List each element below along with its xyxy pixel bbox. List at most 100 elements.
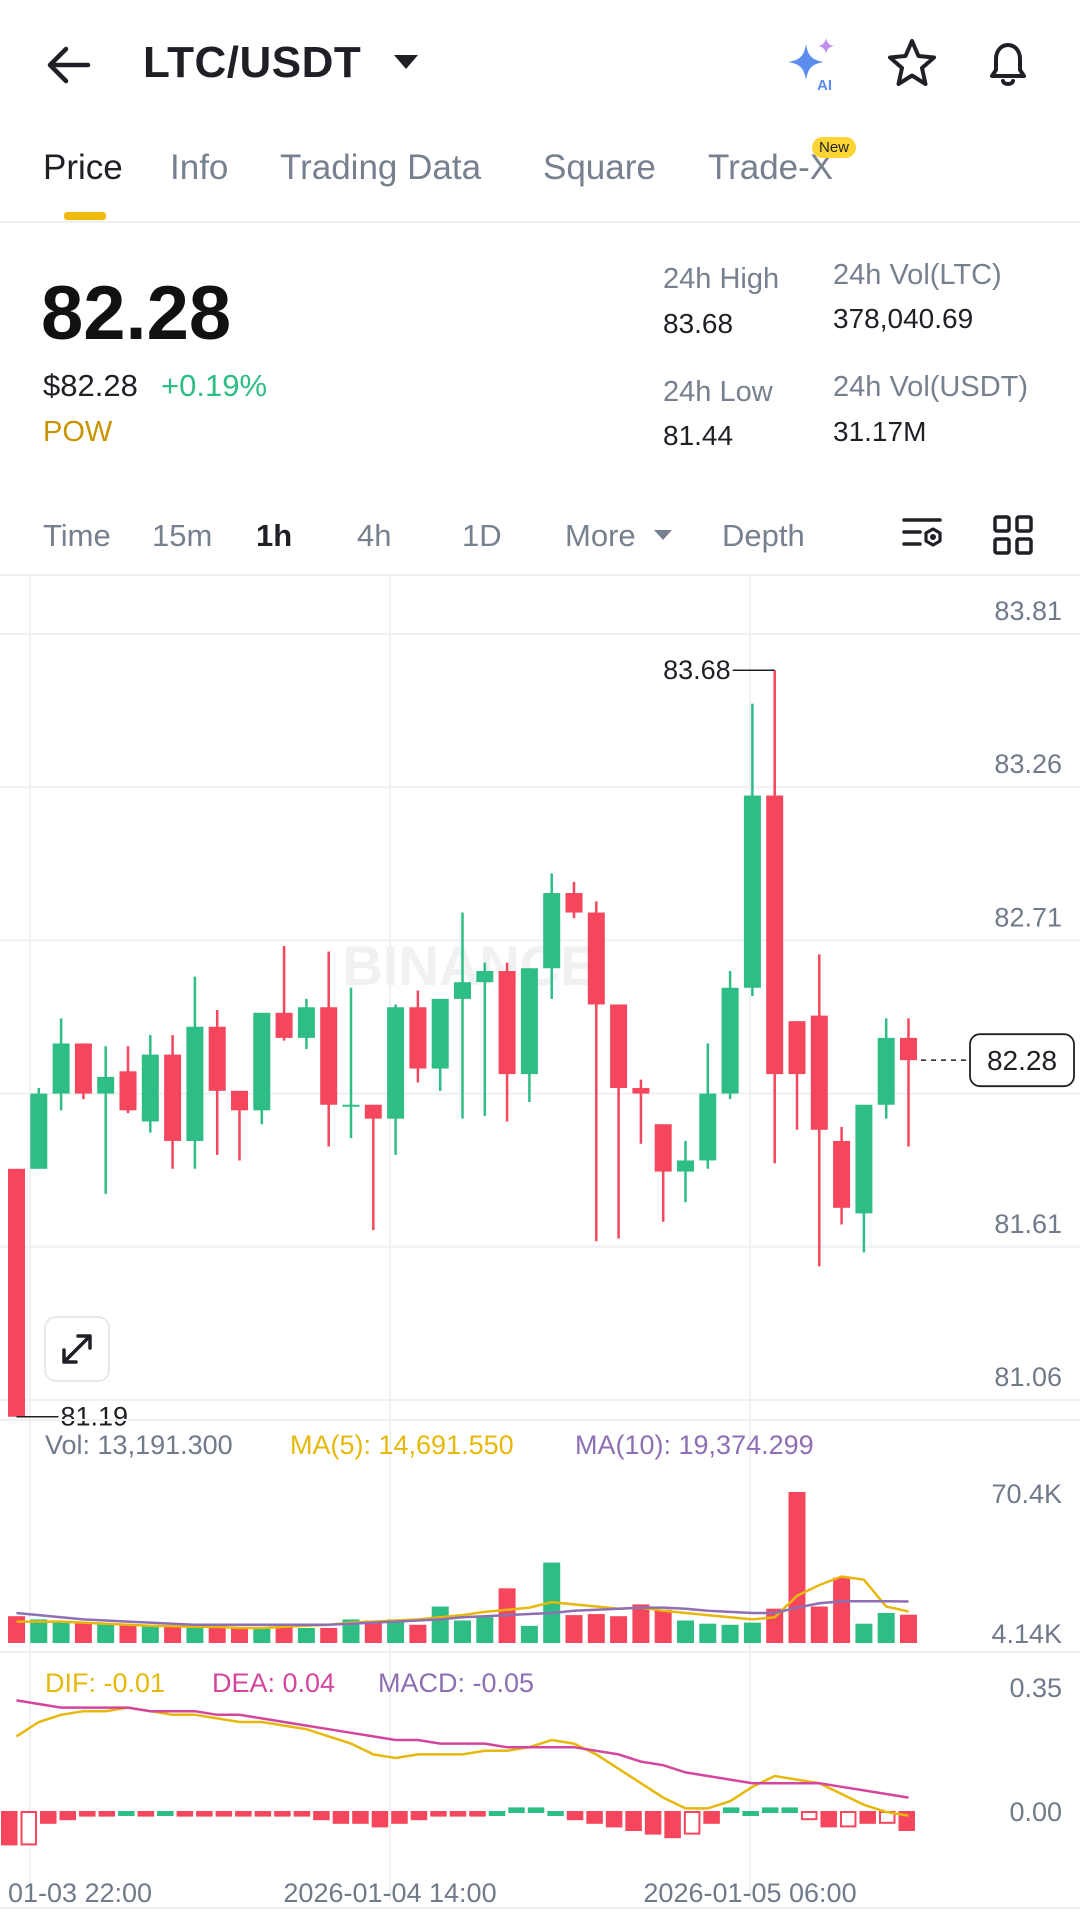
macd-histogram-bar — [898, 1811, 916, 1831]
layout-button[interactable] — [990, 512, 1036, 558]
current-price-label: 82.28 — [987, 1045, 1057, 1076]
candle-body — [877, 1037, 895, 1105]
macd-histogram-bar — [430, 1811, 447, 1817]
volume-bar — [431, 1606, 449, 1643]
price-axis-label: 81.61 — [994, 1209, 1062, 1239]
candle-body — [52, 1043, 70, 1094]
volume-legend: Vol: 13,191.300 — [45, 1430, 233, 1460]
volume-ma10-legend: MA(10): 19,374.299 — [575, 1430, 814, 1460]
volume-bar — [208, 1626, 226, 1643]
tab-trade-x[interactable]: Trade-X — [708, 148, 834, 187]
tab-square[interactable]: Square — [543, 148, 656, 187]
macd-histogram-bar — [215, 1811, 233, 1817]
volume-bar — [364, 1620, 382, 1643]
volume-bar — [119, 1624, 137, 1643]
candle-body — [320, 1007, 338, 1105]
candle-body — [8, 1168, 25, 1417]
macd-histogram-bar — [274, 1811, 291, 1817]
candle-body — [97, 1076, 115, 1094]
arrow-left-icon — [47, 46, 91, 84]
active-tab-indicator — [64, 212, 106, 220]
tab-info[interactable]: Info — [170, 148, 229, 187]
timeframe-time[interactable]: Time — [43, 518, 111, 553]
min-price-marker: 81.19 — [61, 1402, 129, 1432]
candle-body — [141, 1054, 159, 1122]
macd-histogram-bar — [820, 1811, 837, 1828]
candlestick-chart[interactable]: 83.8183.2682.7182.1881.6181.06BINANCE83.… — [0, 576, 1080, 1932]
volume-ma5-legend: MA(5): 14,691.550 — [290, 1430, 514, 1460]
macd-histogram-bar — [547, 1811, 564, 1816]
volume-ma5-line — [16, 1575, 909, 1630]
pair-title[interactable]: LTC/USDT — [143, 38, 362, 87]
current-price-tag — [969, 1033, 1075, 1088]
macd-histogram-bar — [118, 1811, 135, 1816]
volume-bar — [654, 1609, 672, 1643]
depth-tab[interactable]: Depth — [722, 518, 805, 553]
tab-trading-data[interactable]: Trading Data — [280, 148, 482, 187]
candle-body — [587, 912, 605, 1005]
macd-histogram-bar — [137, 1811, 155, 1817]
macd-histogram-bar — [566, 1811, 584, 1821]
candle-body — [231, 1090, 248, 1111]
price-axis-label: 82.71 — [994, 902, 1062, 932]
volume-bar — [275, 1626, 293, 1643]
volume-bar — [74, 1622, 92, 1643]
indicator-settings-button[interactable] — [900, 512, 946, 558]
timeframe-15m[interactable]: 15m — [152, 518, 213, 553]
candle-body — [119, 1071, 137, 1111]
macd-histogram-bar — [586, 1811, 603, 1824]
price-axis-label: 83.26 — [994, 749, 1062, 779]
macd-histogram-bar — [469, 1811, 486, 1817]
macd-value-legend: MACD: -0.05 — [378, 1668, 535, 1698]
macd-histogram-bar — [254, 1811, 272, 1817]
candle-body — [520, 968, 538, 1075]
timeframe-4h[interactable]: 4h — [357, 518, 392, 553]
candle-body — [342, 1104, 360, 1107]
macd-histogram-bar — [293, 1811, 311, 1817]
last-price: 82.28 — [41, 271, 232, 356]
macd-histogram-bar — [605, 1811, 623, 1828]
caret-down-icon[interactable] — [652, 527, 674, 543]
candle-body — [164, 1054, 182, 1141]
macd-histogram-bar — [742, 1811, 759, 1816]
volume-axis-label: 4.14K — [991, 1619, 1062, 1649]
macd-histogram-bar — [488, 1811, 506, 1816]
macd-dea-legend: DEA: 0.04 — [212, 1668, 336, 1698]
divider — [0, 221, 1080, 223]
price-axis-label: 81.06 — [994, 1362, 1062, 1392]
time-axis-label: 01-03 22:00 — [8, 1878, 152, 1908]
ai-button[interactable]: AI — [782, 34, 842, 94]
macd-histogram-bar — [761, 1807, 779, 1814]
candle-body — [833, 1140, 851, 1208]
volume-bar — [454, 1620, 471, 1643]
volume-bar — [699, 1623, 717, 1643]
candle-body — [454, 982, 471, 999]
candle-body — [900, 1037, 917, 1061]
macd-histogram-bar — [859, 1811, 876, 1824]
macd-histogram-bar — [410, 1811, 428, 1821]
candle-body — [810, 1015, 828, 1130]
macd-histogram-bar — [79, 1811, 96, 1817]
volume-bar — [788, 1492, 806, 1643]
low-24h-value: 81.44 — [663, 420, 734, 451]
fullscreen-button[interactable] — [44, 1316, 110, 1382]
candle-body — [364, 1104, 382, 1119]
timeframe-1h[interactable]: 1h — [256, 518, 293, 553]
volume-bar — [721, 1624, 739, 1643]
consensus-tag[interactable]: POW — [43, 416, 113, 448]
volume-bar — [97, 1623, 115, 1643]
price-alert-button[interactable] — [978, 34, 1038, 94]
timeframe-1d[interactable]: 1D — [462, 518, 502, 553]
favorite-button[interactable] — [882, 34, 942, 94]
back-button[interactable] — [36, 30, 106, 100]
macd-histogram-bar — [157, 1811, 174, 1816]
tab-price[interactable]: Price — [43, 148, 123, 187]
caret-down-icon[interactable] — [392, 52, 420, 72]
grid-icon — [993, 515, 1033, 555]
volume-bar — [297, 1627, 315, 1643]
candle-body — [476, 971, 494, 983]
timeframe-more[interactable]: More — [565, 518, 636, 553]
volume-bar — [186, 1624, 204, 1643]
time-axis-label: 2026-01-05 06:00 — [643, 1878, 856, 1908]
macd-histogram-bar — [313, 1811, 330, 1821]
